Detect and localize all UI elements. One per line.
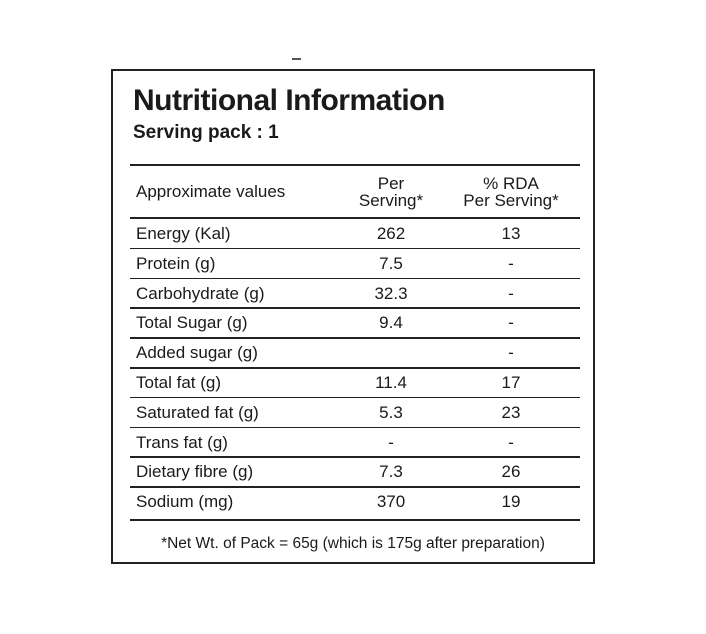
nutrient-name: Saturated fat (g) — [136, 402, 259, 422]
serving-pack: Serving pack : 1 — [133, 122, 279, 143]
nutrient-per-serving: 262 — [376, 224, 406, 243]
nutrient-rda: 26 — [501, 462, 521, 482]
scan-mark — [292, 58, 301, 60]
nutrient-per-serving: 7.3 — [379, 462, 403, 482]
nutrient-per-serving: 5.3 — [379, 402, 403, 422]
nutrient-rda: - — [508, 343, 514, 363]
nutrient-name: Total Sugar (g) — [136, 313, 248, 333]
nutrient-name: Carbohydrate (g) — [136, 283, 265, 303]
nutrient-rda: - — [508, 253, 514, 273]
nutrient-per-serving: 11.4 — [375, 373, 407, 392]
nutrition-label: Nutritional Information Serving pack : 1… — [111, 69, 595, 564]
nutrient-rda: 13 — [501, 224, 521, 243]
nutrient-name: Dietary fibre (g) — [136, 462, 254, 482]
header-rda-line1: % RDA — [483, 174, 539, 193]
nutrient-per-serving: 32.3 — [374, 283, 408, 303]
row-divider — [130, 456, 580, 458]
nutrient-rda: - — [508, 313, 514, 333]
header-bottom-rule — [130, 217, 580, 219]
nutrient-rda: - — [508, 283, 514, 303]
header-per-serving-line2: Serving* — [358, 191, 424, 210]
header-rda-line2: Per Serving* — [463, 191, 559, 210]
nutrient-name: Added sugar (g) — [136, 343, 258, 363]
row-divider — [130, 277, 580, 280]
nutrient-per-serving: 370 — [376, 492, 406, 512]
nutrient-name: Protein (g) — [136, 253, 216, 273]
nutrient-rda: 17 — [501, 373, 521, 392]
row-divider — [130, 367, 580, 369]
nutrient-per-serving: 9.4 — [379, 313, 403, 333]
header-per-serving: Per Serving* — [337, 175, 445, 209]
row-divider — [130, 426, 580, 429]
nutrient-rda: - — [508, 432, 514, 452]
row-divider — [130, 337, 580, 339]
header-rda: % RDA Per Serving* — [443, 175, 579, 209]
nutrient-rda: 23 — [501, 402, 521, 422]
nutrient-name: Trans fat (g) — [136, 432, 228, 452]
nutrient-per-serving: 7.5 — [379, 253, 403, 273]
table-bottom-rule — [130, 519, 580, 521]
label-title: Nutritional Information — [133, 84, 445, 117]
row-divider — [130, 486, 580, 488]
nutrient-per-serving: - — [388, 432, 394, 452]
header-approximate-values: Approximate values — [136, 182, 286, 201]
header-top-rule — [130, 164, 580, 166]
row-divider — [130, 247, 580, 250]
row-divider — [130, 396, 580, 399]
nutrient-name: Total fat (g) — [136, 373, 222, 392]
nutrient-name: Sodium (mg) — [136, 492, 234, 512]
header-per-serving-line1: Per — [377, 174, 405, 193]
nutrient-rda: 19 — [501, 492, 521, 512]
row-divider — [130, 307, 580, 309]
nutrient-name: Energy (Kal) — [136, 224, 231, 243]
net-weight-footnote: *Net Wt. of Pack = 65g (which is 175g af… — [161, 535, 545, 552]
